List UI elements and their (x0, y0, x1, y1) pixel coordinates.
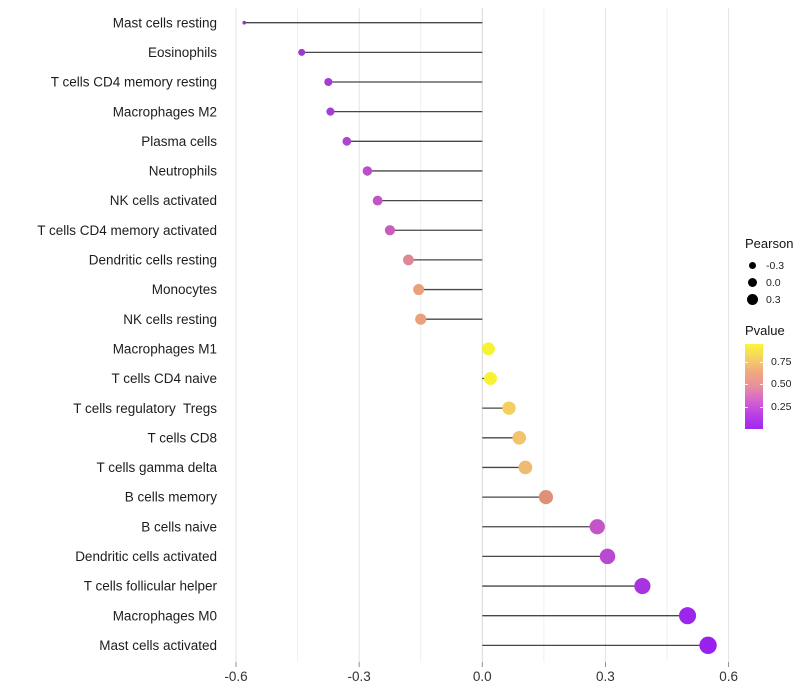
pearson-legend-entry: -0.3 (745, 257, 793, 274)
lollipop-dot (242, 20, 247, 25)
y-axis-label: B cells memory (125, 490, 218, 505)
y-axis-label: Mast cells activated (99, 638, 217, 653)
y-axis-label: NK cells resting (123, 312, 217, 327)
pvalue-colorbar (745, 344, 763, 429)
pearson-legend-dot (747, 278, 757, 287)
y-axis-label: Macrophages M1 (113, 341, 217, 356)
lollipop-dot (502, 401, 516, 415)
lollipop-dot (484, 372, 497, 385)
lollipop-dot (415, 313, 427, 325)
pvalue-colorbar-tick (745, 361, 748, 363)
y-axis-label: Macrophages M2 (113, 104, 217, 119)
pvalue-colorbar-tick (760, 406, 763, 408)
x-tick-label: 0.3 (596, 669, 615, 684)
y-axis-label: T cells CD4 naive (111, 371, 217, 386)
pearson-legend-dot-cell (745, 278, 759, 287)
y-axis-label: T cells CD8 (147, 430, 217, 445)
lollipop-dot (324, 77, 333, 87)
lollipop-dot (372, 195, 383, 206)
lollipop-dot (512, 430, 527, 445)
pvalue-legend-value: 0.50 (771, 378, 792, 391)
pearson-legend-dot-cell (745, 294, 759, 305)
y-axis-label: Neutrophils (149, 164, 218, 179)
pvalue-colorbar-tick (760, 384, 763, 386)
y-axis-label: B cells naive (141, 519, 217, 534)
y-axis-label: T cells gamma delta (96, 460, 217, 475)
pearson-legend-title: Pearson (745, 236, 794, 251)
x-tick-label: 0.0 (473, 669, 492, 684)
pearson-legend-value: 0.0 (766, 276, 781, 289)
pearson-legend-entries: -0.3 0.0 0.3 (745, 257, 793, 308)
pearson-legend-dot (746, 294, 758, 305)
pearson-legend-entry: 0.0 (745, 274, 793, 291)
pvalue-color-legend: Pvalue 0.75 0.50 0.25 (745, 323, 791, 429)
pvalue-colorbar-tick (745, 384, 748, 386)
lollipop-dot (413, 284, 425, 296)
pearson-legend-dot-cell (745, 262, 759, 269)
pearson-legend-entry: 0.3 (745, 291, 793, 308)
pvalue-colorbar-wrap: 0.75 0.50 0.25 (745, 344, 791, 429)
pvalue-colorbar-tick (760, 361, 763, 363)
lollipop-dot (384, 225, 396, 236)
y-axis-label: Macrophages M0 (113, 608, 217, 623)
lollipop-dot (362, 166, 373, 176)
pearson-size-legend: Pearson -0.3 0.0 0.3 (745, 236, 793, 308)
lollipop-dot (518, 460, 533, 475)
x-tick-label: 0.6 (719, 669, 738, 684)
lollipop-dot (634, 577, 651, 595)
y-axis-label: NK cells activated (110, 193, 217, 208)
y-axis-label: Monocytes (152, 282, 218, 297)
pvalue-legend-title: Pvalue (745, 323, 785, 338)
lollipop-dot (298, 48, 306, 56)
y-axis-label: T cells CD4 memory activated (37, 223, 217, 238)
lollipop-dot (403, 254, 414, 266)
y-axis-label: Mast cells resting (113, 15, 217, 30)
lollipop-dot (538, 489, 554, 505)
y-axis-label: T cells follicular helper (84, 579, 218, 594)
y-axis-label: Plasma cells (141, 134, 217, 149)
lollipop-dot (326, 107, 335, 116)
pearson-legend-value: 0.3 (766, 293, 781, 306)
lollipop-dot (699, 636, 717, 655)
pvalue-legend-value: 0.25 (771, 400, 792, 413)
y-axis-label: Eosinophils (148, 45, 217, 60)
y-axis-label: Dendritic cells resting (89, 253, 217, 268)
x-tick-label: -0.3 (348, 669, 371, 684)
x-tick-label: -0.6 (224, 669, 247, 684)
pearson-legend-dot (748, 262, 756, 269)
y-axis-label: T cells regulatory Tregs (73, 401, 217, 416)
lollipop-dot (482, 342, 495, 356)
y-axis-label: T cells CD4 memory resting (51, 75, 217, 90)
pearson-legend-value: -0.3 (766, 259, 785, 272)
lollipop-dot (342, 136, 352, 146)
pvalue-legend-value: 0.75 (771, 355, 792, 368)
lollipop-dot (599, 548, 616, 565)
lollipop-dot (589, 519, 605, 535)
pvalue-colorbar-tick (745, 406, 748, 408)
y-axis-label: Dendritic cells activated (75, 549, 217, 564)
lollipop-dot (679, 607, 697, 625)
